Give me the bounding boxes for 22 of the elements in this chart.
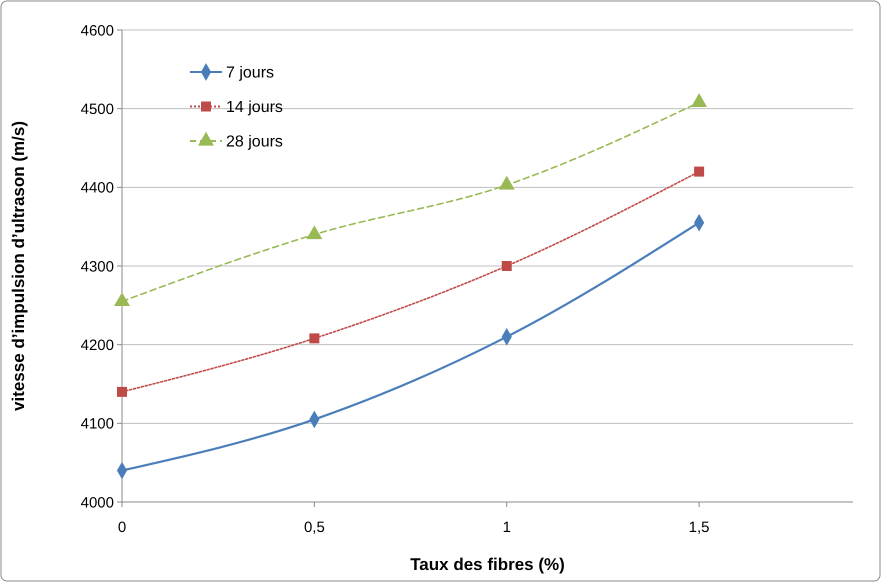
x-tick-label: 1,5 xyxy=(688,519,710,536)
y-tick-label: 4500 xyxy=(80,100,114,118)
point xyxy=(309,333,320,344)
x-tick-label: 1 xyxy=(502,519,511,536)
y-tick-label: 4600 xyxy=(80,22,114,40)
point xyxy=(117,386,127,397)
y-axis-title: vitesse d’impulsion d’ultrason (m/s) xyxy=(9,121,28,411)
y-tick-label: 4300 xyxy=(80,258,114,276)
x-tick-label: 0 xyxy=(118,519,126,536)
y-tick-label: 4400 xyxy=(80,180,114,197)
point xyxy=(306,225,322,240)
legend-label: 14 jours xyxy=(226,99,283,116)
y-tick-label: 4100 xyxy=(80,416,114,433)
x-tick-label: 0,5 xyxy=(304,519,325,536)
y-tick-label: 4200 xyxy=(80,336,114,354)
point xyxy=(691,93,708,107)
legend-label: 28 jours xyxy=(226,134,283,151)
legend-label: 7 jours xyxy=(226,64,274,82)
y-tick-label: 4000 xyxy=(80,494,114,512)
point xyxy=(498,176,515,190)
x-axis-title: Taux des fibres (%) xyxy=(410,555,565,574)
point xyxy=(502,261,512,271)
